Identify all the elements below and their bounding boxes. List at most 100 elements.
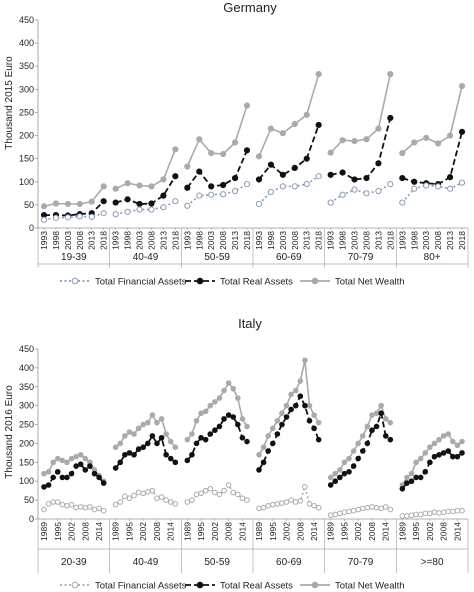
data-point — [375, 187, 382, 195]
data-point — [327, 199, 334, 206]
data-point — [279, 171, 286, 178]
data-point — [68, 470, 75, 477]
y-tick-label: 450 — [19, 15, 34, 25]
y-tick-label: 50 — [24, 200, 34, 210]
data-point — [100, 480, 107, 486]
x-tick-label: 1998 — [266, 231, 276, 250]
data-point — [288, 406, 294, 413]
data-point — [399, 485, 406, 492]
data-point — [303, 155, 310, 162]
data-point — [341, 509, 348, 516]
data-point — [64, 459, 70, 466]
data-point — [288, 391, 294, 398]
data-point — [112, 465, 119, 471]
y-tick-label: 0 — [29, 223, 34, 233]
data-point — [239, 495, 246, 502]
data-point — [243, 102, 251, 109]
x-tick-label: 2018 — [457, 231, 467, 250]
data-point — [337, 510, 343, 517]
data-point — [100, 183, 107, 190]
data-point — [408, 470, 415, 477]
data-point — [64, 200, 71, 208]
data-point — [387, 114, 394, 122]
data-point — [77, 451, 84, 458]
data-point — [73, 504, 79, 511]
y-tick-label: 0 — [29, 514, 34, 524]
data-point — [144, 440, 151, 447]
data-point — [375, 125, 382, 132]
series-line — [402, 131, 463, 186]
data-point — [417, 474, 424, 481]
x-tick-label: 2018 — [99, 231, 109, 250]
x-tick-label: 1993 — [182, 231, 192, 250]
data-point — [148, 206, 155, 213]
group-label: 40-49 — [133, 557, 159, 568]
x-tick-label: 1995 — [196, 522, 206, 541]
data-point — [458, 179, 466, 186]
data-point — [220, 191, 227, 198]
data-point — [91, 470, 98, 477]
data-point — [450, 438, 456, 445]
data-point — [351, 176, 358, 183]
x-tick-label: 2003 — [421, 231, 431, 250]
data-point — [292, 387, 299, 394]
data-point — [122, 451, 128, 458]
data-point — [117, 459, 124, 466]
data-point — [363, 190, 370, 197]
data-point — [291, 120, 298, 128]
x-tick-label: 2008 — [367, 522, 377, 541]
legend-swatch-marker — [71, 581, 79, 589]
data-point — [82, 504, 89, 511]
data-point — [193, 440, 200, 447]
data-point — [160, 176, 167, 183]
data-point — [207, 402, 214, 409]
data-point — [256, 451, 262, 458]
data-point — [454, 453, 461, 460]
data-point — [446, 174, 454, 181]
data-point — [382, 416, 389, 422]
data-point — [41, 484, 47, 490]
legend-label: Total Net Wealth — [335, 277, 405, 288]
x-tick-label: 2014 — [381, 522, 391, 541]
legend-swatch-marker — [196, 277, 204, 285]
x-tick-label: 1993 — [111, 231, 121, 250]
legend-label: Total Financial Assets — [95, 581, 187, 592]
data-point — [202, 408, 209, 415]
data-point — [359, 433, 366, 439]
data-point — [351, 186, 358, 193]
data-point — [124, 180, 131, 187]
data-point — [341, 470, 348, 477]
data-point — [144, 419, 151, 426]
data-point — [124, 208, 131, 215]
group-label: 40-49 — [133, 252, 159, 263]
data-point — [378, 505, 384, 512]
data-point — [346, 455, 352, 462]
data-point — [315, 173, 322, 180]
data-point — [408, 512, 415, 519]
data-point — [124, 196, 131, 203]
x-tick-label: 2018 — [314, 231, 324, 250]
x-tick-label: 2018 — [385, 231, 395, 250]
x-tick-label: 1989 — [39, 522, 49, 541]
data-point — [306, 402, 313, 409]
series-line — [258, 124, 320, 181]
data-point — [244, 438, 250, 445]
data-point — [369, 427, 375, 434]
data-point — [184, 436, 191, 443]
data-point — [212, 427, 218, 434]
data-point — [184, 457, 191, 464]
data-point — [427, 444, 433, 451]
data-point — [422, 468, 429, 475]
x-tick-label: 1989 — [397, 522, 407, 541]
data-point — [117, 499, 124, 505]
data-point — [387, 436, 394, 443]
data-point — [355, 440, 362, 447]
data-point — [112, 501, 119, 508]
data-point — [136, 182, 143, 189]
data-point — [158, 434, 165, 441]
data-point — [198, 490, 204, 497]
data-point — [404, 474, 410, 481]
data-point — [427, 459, 433, 466]
data-point — [445, 431, 452, 437]
x-tick-label: 1995 — [268, 522, 278, 541]
